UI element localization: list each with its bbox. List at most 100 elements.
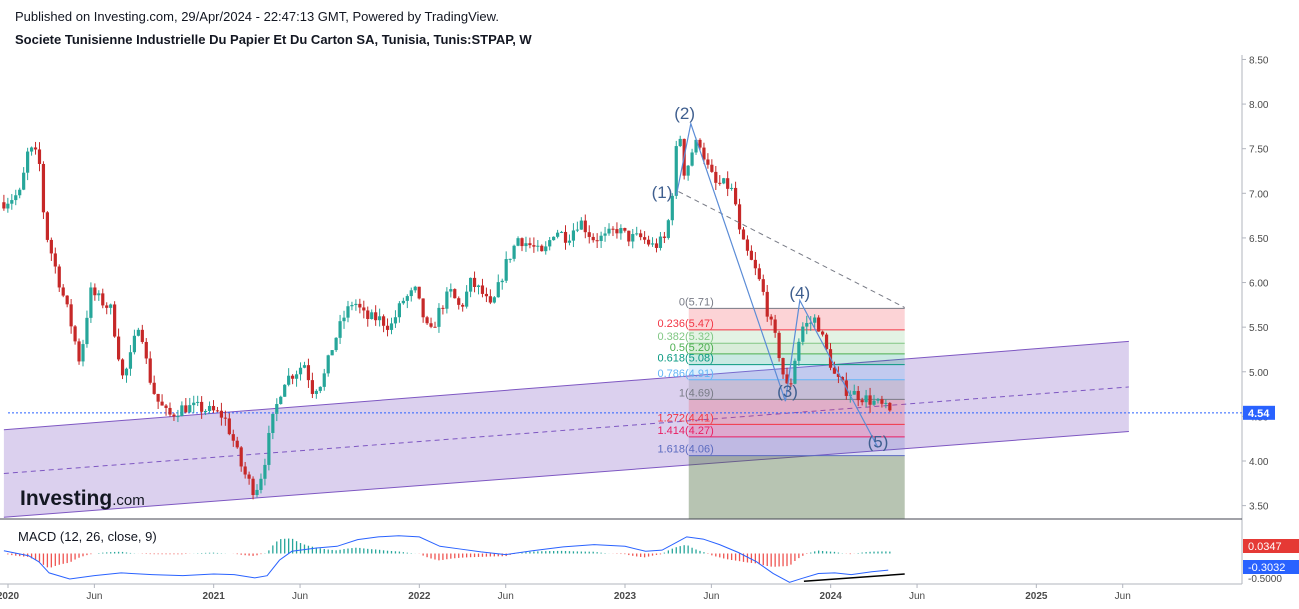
candle-body bbox=[267, 432, 271, 465]
candle-body bbox=[22, 172, 26, 190]
candle-body bbox=[437, 307, 441, 327]
candle-body bbox=[888, 402, 892, 411]
candle-body bbox=[611, 228, 615, 230]
candle-body bbox=[385, 325, 390, 330]
candle-body bbox=[730, 187, 734, 189]
macd-divergence-line bbox=[803, 573, 905, 582]
fib-level-label: 1(4.69) bbox=[679, 387, 714, 399]
candle-body bbox=[433, 326, 437, 328]
candle-body bbox=[160, 401, 164, 406]
candle-body bbox=[105, 305, 109, 308]
candle-body bbox=[579, 220, 583, 230]
candle-body bbox=[279, 396, 283, 405]
candle-body bbox=[41, 163, 46, 213]
candle-body bbox=[89, 287, 93, 318]
candle-body bbox=[761, 279, 765, 292]
fib-level-label: 1.272(4.41) bbox=[657, 412, 713, 424]
candle-body bbox=[338, 321, 342, 338]
fib-zone bbox=[688, 455, 905, 519]
candle-body bbox=[635, 233, 639, 235]
candle-body bbox=[370, 312, 374, 320]
candle-body bbox=[813, 317, 817, 323]
candle-body bbox=[607, 228, 611, 234]
last-price-tag bbox=[1243, 405, 1275, 420]
candle-body bbox=[389, 323, 394, 330]
candle-body bbox=[666, 220, 670, 238]
candle-body bbox=[227, 418, 231, 435]
candle-body bbox=[702, 147, 706, 160]
x-tick-label: 2023 bbox=[614, 591, 637, 602]
y-tick-label: 3.50 bbox=[1249, 502, 1269, 513]
candle-body bbox=[93, 287, 97, 296]
candle-body bbox=[856, 390, 860, 401]
candle-body bbox=[575, 229, 579, 231]
candle-body bbox=[6, 203, 10, 209]
candle-body bbox=[362, 307, 366, 311]
macd-label: MACD (12, 26, close, 9) bbox=[18, 529, 157, 544]
candle-body bbox=[136, 329, 140, 336]
channel-lower-line bbox=[3, 431, 1129, 518]
candle-body bbox=[504, 259, 508, 281]
candle-body bbox=[820, 331, 825, 335]
logo-main: Investing bbox=[20, 487, 112, 510]
candle-body bbox=[532, 245, 536, 247]
candle-body bbox=[184, 405, 188, 413]
fib-level-label: 0.786(4.91) bbox=[657, 368, 713, 380]
candle-body bbox=[646, 239, 651, 245]
fib-level-label: 0.618(5.08) bbox=[657, 353, 713, 365]
candle-body bbox=[124, 368, 129, 376]
candle-body bbox=[10, 200, 14, 204]
x-tick-label: 2022 bbox=[408, 591, 431, 602]
resistance-trendline bbox=[678, 191, 905, 308]
investing-logo: Investing.com bbox=[20, 487, 145, 510]
candle-body bbox=[567, 240, 572, 243]
annotation-layer: (1) (2) (3) (4) (5) Investing.com bbox=[20, 104, 905, 510]
candle-body bbox=[678, 138, 682, 147]
channel-fill bbox=[3, 341, 1129, 518]
candle-body bbox=[710, 164, 714, 172]
y-tick-label: 6.50 bbox=[1249, 234, 1269, 245]
candle-body bbox=[409, 290, 413, 297]
candle-body bbox=[69, 304, 73, 327]
wave-label: (1) bbox=[652, 183, 673, 202]
fib-zone bbox=[688, 353, 905, 365]
candle-body bbox=[571, 230, 576, 241]
candle-body bbox=[148, 358, 152, 383]
candle-body bbox=[496, 282, 500, 298]
macd-pane: MACD (12, 26, close, 9) bbox=[3, 529, 905, 583]
chart-title: Societe Tunisienne Industrielle Du Papie… bbox=[15, 32, 532, 47]
candle-body bbox=[852, 390, 856, 395]
candle-body bbox=[737, 204, 742, 230]
candle-body bbox=[263, 464, 267, 479]
candle-body bbox=[156, 393, 160, 402]
candle-body bbox=[26, 151, 30, 173]
candle-body bbox=[508, 258, 512, 260]
candle-body bbox=[559, 231, 564, 233]
macd-axis-tick: -0.5000 bbox=[1248, 574, 1282, 585]
candle-body bbox=[275, 404, 279, 414]
candle-body bbox=[239, 447, 243, 467]
candle-body bbox=[615, 229, 619, 234]
x-tick-label: Jun bbox=[703, 591, 719, 602]
candle-body bbox=[484, 293, 489, 297]
x-tick-label: Jun bbox=[1115, 591, 1131, 602]
last-price-label: 4.54 bbox=[1248, 408, 1270, 420]
candle-body bbox=[619, 228, 623, 234]
candle-body bbox=[354, 303, 358, 306]
candle-body bbox=[733, 187, 738, 205]
candle-body bbox=[654, 243, 659, 248]
candle-body bbox=[37, 149, 42, 164]
candle-body bbox=[29, 147, 34, 152]
candle-body bbox=[33, 147, 38, 150]
candle-body bbox=[583, 220, 587, 233]
candle-body bbox=[773, 319, 777, 333]
candle-body bbox=[714, 171, 718, 183]
candle-body bbox=[77, 341, 81, 362]
candle-body bbox=[595, 240, 599, 242]
candle-body bbox=[326, 355, 330, 374]
candle-body bbox=[631, 234, 635, 242]
candle-body bbox=[662, 236, 666, 238]
fib-zone bbox=[688, 436, 905, 456]
candle-body bbox=[231, 434, 235, 441]
candle-body bbox=[500, 280, 504, 283]
